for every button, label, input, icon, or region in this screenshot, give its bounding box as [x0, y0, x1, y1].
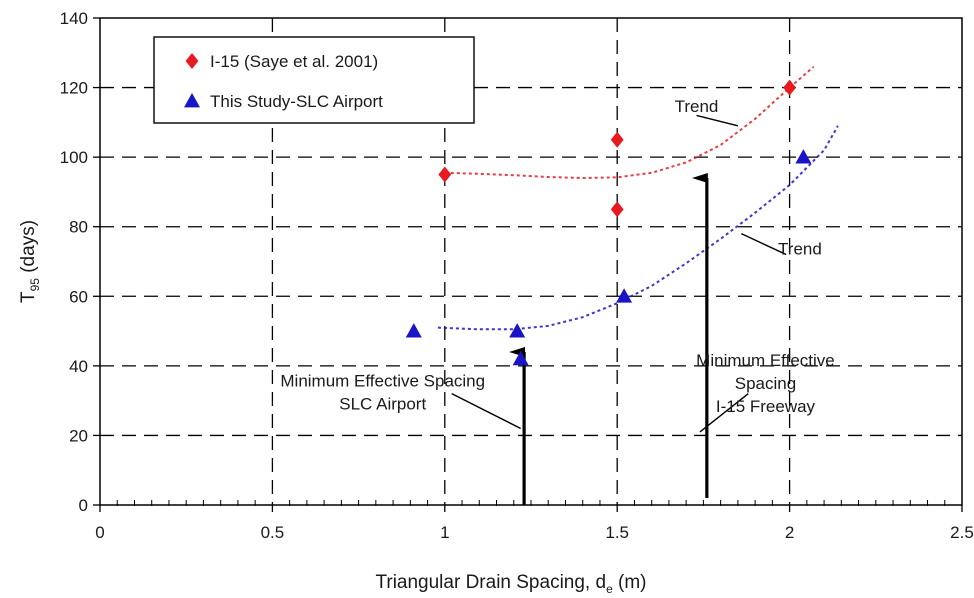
- leader-line: [451, 393, 521, 430]
- annotation-text: Minimum Effective Spacing SLC Airport: [280, 372, 485, 414]
- legend: I-15 (Saye et al. 2001) This Study-SLC Ai…: [153, 36, 475, 124]
- x-tick-label: 1.5: [605, 523, 629, 542]
- legend-box: [153, 36, 475, 124]
- data-point: [616, 288, 633, 303]
- y-tick-label: 20: [69, 426, 88, 445]
- x-tick-label: 0: [95, 523, 104, 542]
- data-point: [610, 201, 624, 218]
- y-title-sub: 95: [28, 278, 42, 292]
- y-tick-label: 40: [69, 357, 88, 376]
- axis-ticks: 0 0.5 1 1.5 2 2.5 0 20 40 60 80 100 120 140: [60, 9, 974, 542]
- y-tick-label: 120: [60, 79, 88, 98]
- annotation-line: Trend: [778, 240, 822, 259]
- leader-line: [696, 114, 739, 127]
- y-tick-label: 60: [69, 287, 88, 306]
- annotation-text: Minimum Effective Spacing I-15 Freeway: [696, 351, 835, 416]
- x-title-main: Triangular Drain Spacing, d: [375, 572, 606, 593]
- data-points: [405, 79, 812, 366]
- annotations: Trend Trend Minimum Effective Spacing SLC A…: [280, 97, 834, 416]
- x-tick-label: 0.5: [261, 523, 285, 542]
- annotation-line: SLC Airport: [339, 395, 426, 414]
- annotation-line: I-15 Freeway: [716, 397, 816, 416]
- trend-line: [437, 125, 839, 331]
- leader-line: [741, 233, 787, 256]
- x-axis-title: Triangular Drain Spacing, de (m): [375, 572, 646, 596]
- data-point: [509, 323, 526, 338]
- annotation-text: Trend: [778, 240, 822, 259]
- data-point: [795, 149, 812, 164]
- annotation-text: Trend: [675, 97, 719, 116]
- x-title-sub: e: [606, 582, 613, 596]
- annotation-line: Minimum Effective: [696, 351, 835, 370]
- trend-line: [444, 65, 815, 180]
- legend-label: I-15 (Saye et al. 2001): [210, 52, 378, 71]
- x-tick-label: 2.5: [950, 523, 974, 542]
- y-tick-label: 140: [60, 9, 88, 28]
- annotation-line: Spacing: [735, 374, 796, 393]
- x-title-unit: (m): [613, 572, 647, 593]
- grid: [100, 18, 962, 505]
- data-point: [405, 323, 422, 338]
- x-tick-label: 2: [785, 523, 794, 542]
- data-point: [512, 350, 529, 366]
- y-title-unit: (days): [18, 220, 39, 278]
- y-tick-label: 80: [69, 218, 88, 237]
- legend-marker: [184, 93, 200, 108]
- arrows: [509, 173, 709, 505]
- annotation-line: Minimum Effective Spacing: [280, 372, 485, 391]
- data-point: [610, 131, 624, 148]
- trend-lines: [437, 65, 839, 331]
- y-title-main: T: [18, 291, 39, 303]
- y-tick-label: 0: [79, 496, 88, 515]
- y-axis-title: T95 (days): [18, 220, 42, 303]
- data-point: [783, 79, 796, 96]
- annotation-line: Trend: [675, 97, 719, 116]
- x-tick-label: 1: [440, 523, 449, 542]
- y-tick-label: 100: [60, 148, 88, 167]
- annotation-leaders: [451, 114, 787, 433]
- legend-marker: [185, 53, 199, 69]
- legend-label: This Study-SLC Airport: [210, 92, 383, 111]
- data-point: [438, 166, 452, 183]
